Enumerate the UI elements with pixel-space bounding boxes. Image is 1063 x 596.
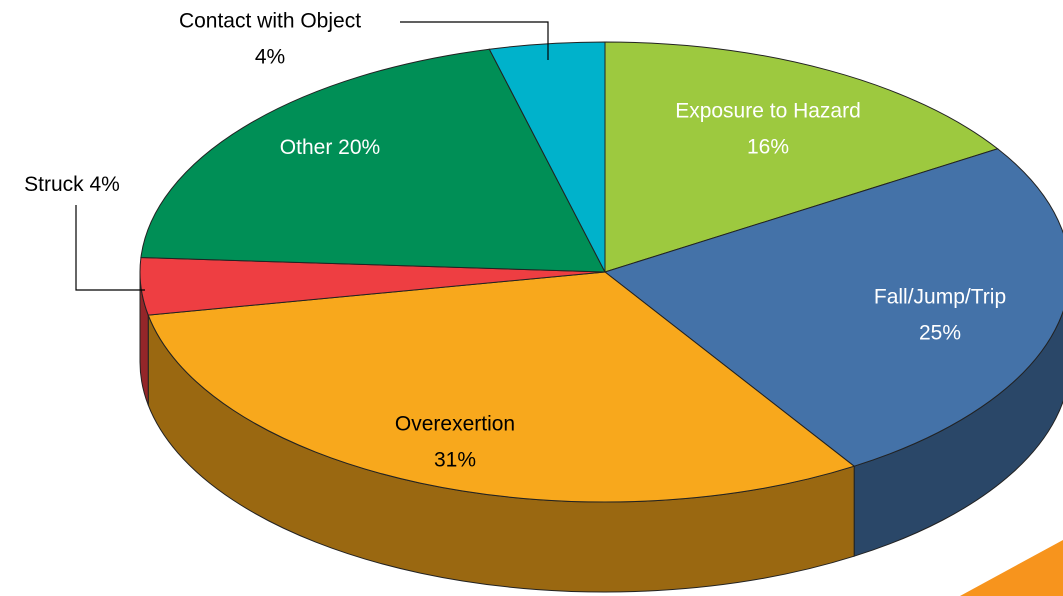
- slice-label: Contact with Object: [179, 10, 361, 33]
- slice: [603, 148, 1063, 467]
- corner-decoration: [960, 540, 1063, 596]
- slice-label-group: Struck 4%: [24, 173, 120, 196]
- slice: [140, 48, 606, 273]
- slice-label-group: Other 20%: [280, 136, 380, 159]
- slice-label: Overexertion: [395, 413, 515, 436]
- leader-line: [400, 21, 549, 60]
- slice-label: Exposure to Hazard: [675, 100, 861, 123]
- slice: [147, 271, 856, 503]
- slice: [604, 41, 999, 273]
- value-label: 25%: [919, 322, 961, 345]
- slice-label: Struck: [24, 173, 84, 196]
- labels: Exposure to Hazard 16% Fall/Jump/Trip 25% Ov…: [24, 10, 1006, 472]
- value-label: 4%: [90, 173, 120, 196]
- value-label: 4%: [255, 46, 285, 69]
- value-label: 16%: [747, 136, 789, 159]
- value-label: 20%: [338, 136, 380, 159]
- slice-label: Other: [280, 136, 333, 159]
- value-label: 31%: [434, 449, 476, 472]
- slice-label: Fall/Jump/Trip: [874, 286, 1006, 309]
- leader-line: [75, 205, 145, 291]
- pie-tops: [139, 41, 1063, 503]
- slice: [488, 41, 606, 273]
